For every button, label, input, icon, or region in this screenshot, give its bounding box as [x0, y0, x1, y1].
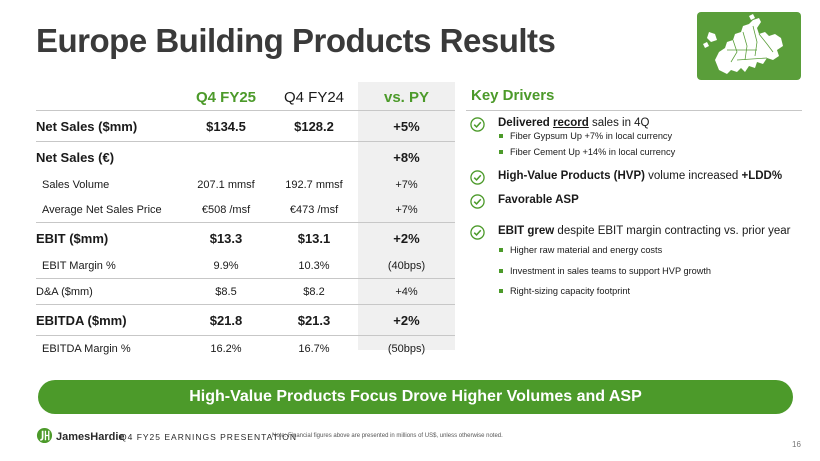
cell-vs-py: +4%: [358, 278, 455, 305]
cell-q4fy25: $21.8: [182, 304, 270, 336]
cell-vs-py: +8%: [393, 149, 420, 165]
row-label: EBIT Margin %: [36, 253, 182, 279]
cell-vs-py: (50bps): [387, 342, 426, 355]
cell-vs-py: (40bps): [358, 253, 455, 279]
cell-vs-py: +7%: [358, 197, 455, 223]
header-q4fy25: Q4 FY25: [182, 84, 270, 111]
cell-vs-py: +2%: [358, 304, 455, 336]
row-label: Sales Volume: [42, 178, 110, 191]
bullet-square-icon: [499, 288, 503, 293]
table-row: EBITDA ($mm) $21.8 $21.3 +2%: [36, 304, 455, 336]
james-hardie-logo-icon: [36, 427, 53, 444]
cell-q4fy24: €473 /msf: [270, 197, 358, 223]
header-q4fy24: Q4 FY24: [270, 84, 358, 111]
bullet-item: Fiber Gypsum Up +7% in local currency: [499, 131, 672, 141]
cell-q4fy24: $8.2: [270, 278, 358, 305]
brand-name: JamesHardie: [56, 431, 125, 443]
bullet-square-icon: [499, 133, 503, 138]
bullet-item: Investment in sales teams to support HVP…: [499, 266, 711, 276]
cell-q4fy24: 16.7%: [298, 342, 330, 355]
driver-1-pre: Delivered: [498, 117, 553, 129]
check-circle-icon: [470, 170, 485, 185]
results-table: Q4 FY25 Q4 FY24 vs. PY Net Sales ($mm) $…: [36, 84, 455, 361]
row-label: EBITDA Margin %: [42, 342, 131, 355]
driver-4-post: despite EBIT margin contracting vs. prio…: [554, 225, 791, 237]
cell-q4fy24: [270, 142, 358, 173]
row-label: EBIT ($mm): [36, 230, 109, 246]
cell-q4fy24: $13.1: [297, 230, 331, 246]
driver-1-underlined: record: [552, 117, 589, 129]
driver-2-bold: High-Value Products (HVP): [498, 170, 645, 182]
cell-q4fy25: $13.3: [209, 230, 243, 246]
bullet-item: Right-sizing capacity footprint: [499, 286, 630, 296]
bullet-item: Fiber Cement Up +14% in local currency: [499, 147, 675, 157]
check-circle-icon: [470, 194, 485, 209]
cell-q4fy25: [182, 142, 270, 173]
driver-1-post: sales in 4Q: [588, 117, 650, 129]
cell-vs-py: +7%: [395, 178, 418, 191]
cell-q4fy24: $21.3: [270, 304, 358, 336]
table-row: Net Sales (€) +8%: [36, 142, 455, 173]
header-vs-py: vs. PY: [358, 84, 455, 111]
bullet-item: Higher raw material and energy costs: [499, 245, 662, 255]
table-row: EBITDA Margin % 16.2% 16.7% (50bps): [36, 336, 455, 362]
table-row: Average Net Sales Price €508 /msf €473 /…: [36, 197, 455, 223]
cell-q4fy25: $134.5: [182, 110, 270, 142]
driver-4-bold: EBIT grew: [498, 225, 555, 237]
cell-q4fy25: 16.2%: [210, 342, 242, 355]
cell-q4fy25: $8.5: [182, 278, 270, 305]
cell-q4fy25: 9.9%: [182, 253, 270, 279]
bullet-square-icon: [499, 247, 503, 252]
table-header-row: Q4 FY25 Q4 FY24 vs. PY: [36, 84, 455, 111]
row-label: Net Sales ($mm): [36, 110, 182, 142]
row-label: Net Sales (€): [36, 149, 115, 165]
driver-3-bold: Favorable ASP: [498, 194, 579, 206]
check-circle-icon: [470, 117, 485, 132]
check-circle-icon: [470, 225, 485, 240]
page-title: Europe Building Products Results: [36, 22, 556, 59]
driver-2-bold2: +LDD%: [741, 170, 783, 182]
europe-map-icon: [697, 12, 801, 80]
cell-vs-py: +5%: [358, 110, 455, 142]
footnote: Note: Financial figures above are presen…: [272, 433, 503, 439]
cell-vs-py: +2%: [393, 230, 420, 246]
cell-q4fy24: $128.2: [270, 110, 358, 142]
summary-banner: High-Value Products Focus Drove Higher V…: [38, 380, 793, 414]
driver-2-mid: volume increased: [644, 170, 742, 182]
table-row: EBIT ($mm) $13.3 $13.1 +2%: [36, 223, 455, 254]
page-number: 16: [792, 440, 801, 449]
table-row: D&A ($mm) $8.5 $8.2 +4%: [36, 278, 455, 305]
table-row: Net Sales ($mm) $134.5 $128.2 +5%: [36, 110, 455, 142]
row-label: Average Net Sales Price: [36, 197, 182, 223]
bullet-square-icon: [499, 149, 503, 154]
divider: [466, 110, 802, 111]
cell-q4fy24: 10.3%: [270, 253, 358, 279]
row-label: EBITDA ($mm): [36, 304, 182, 336]
row-label: D&A ($mm): [36, 278, 182, 305]
key-drivers-title: Key Drivers: [471, 87, 555, 104]
presentation-label: Q4 FY25 EARNINGS PRESENTATION: [120, 432, 297, 442]
cell-q4fy25: 207.1 mmsf: [197, 178, 255, 191]
cell-q4fy25: €508 /msf: [182, 197, 270, 223]
bullet-square-icon: [499, 268, 503, 273]
table-row: EBIT Margin % 9.9% 10.3% (40bps): [36, 253, 455, 279]
table-row: Sales Volume 207.1 mmsf 192.7 mmsf +7%: [36, 172, 455, 197]
cell-q4fy24: 192.7 mmsf: [285, 178, 343, 191]
